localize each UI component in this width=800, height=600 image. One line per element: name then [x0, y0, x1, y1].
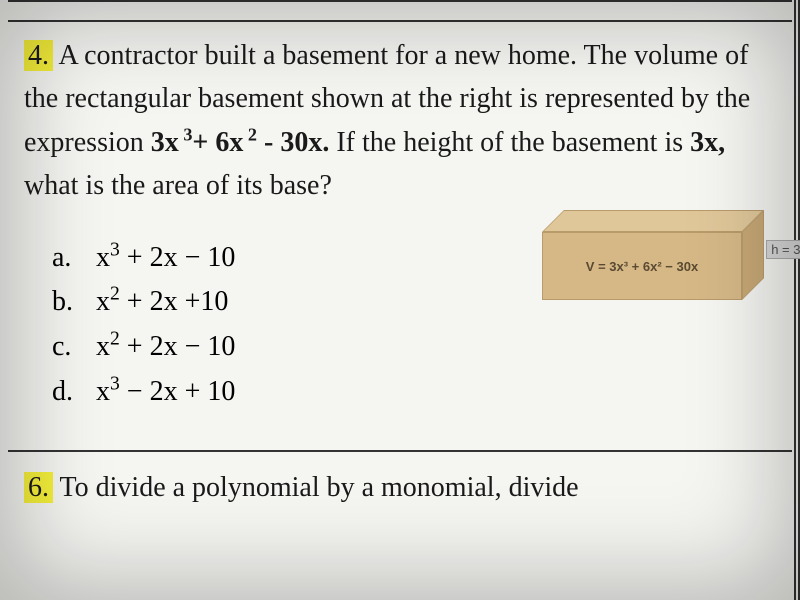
q4-expression: 3x 3+ 6x 2 - 30x. [151, 127, 330, 158]
question-6-cell: 6. To divide a polynomial by a monomial,… [8, 452, 792, 517]
option-label: a. [52, 236, 96, 281]
volume-label: V = 3x³ + 6x² − 30x [586, 259, 698, 274]
table-top-row [8, 0, 792, 22]
option-expr: x3 + 2x − 10 [96, 236, 235, 281]
rectangular-prism: V = 3x³ + 6x² − 30x h = 3x [542, 210, 772, 315]
question-4-text: 4. A contractor built a basement for a n… [24, 34, 776, 208]
q6-body: To divide a polynomial by a monomial, di… [53, 472, 579, 503]
q4-height: 3x, [690, 127, 725, 158]
option-c: c. x2 + 2x − 10 [52, 325, 776, 370]
prism-front-face: V = 3x³ + 6x² − 30x [542, 232, 742, 300]
height-label: h = 3x [766, 240, 800, 259]
prism-diagram: V = 3x³ + 6x² − 30x h = 3x [542, 210, 792, 320]
option-label: b. [52, 280, 96, 325]
question-number-4: 4. [24, 40, 53, 71]
option-label: c. [52, 325, 96, 370]
question-4-cell: 4. A contractor built a basement for a n… [8, 22, 792, 452]
question-number-6: 6. [24, 472, 53, 503]
option-label: d. [52, 370, 96, 415]
table-right-border [794, 0, 796, 600]
question-6-text: 6. To divide a polynomial by a monomial,… [24, 466, 776, 509]
option-expr: x2 + 2x − 10 [96, 325, 235, 370]
q4-body-2: If the height of the basement is [329, 127, 690, 158]
worksheet-page: 4. A contractor built a basement for a n… [0, 0, 800, 600]
q4-body-3: what is the area of its base? [24, 170, 332, 201]
option-expr: x3 − 2x + 10 [96, 370, 235, 415]
option-d: d. x3 − 2x + 10 [52, 370, 776, 415]
option-expr: x2 + 2x +10 [96, 280, 228, 325]
prism-top-face [542, 210, 764, 232]
